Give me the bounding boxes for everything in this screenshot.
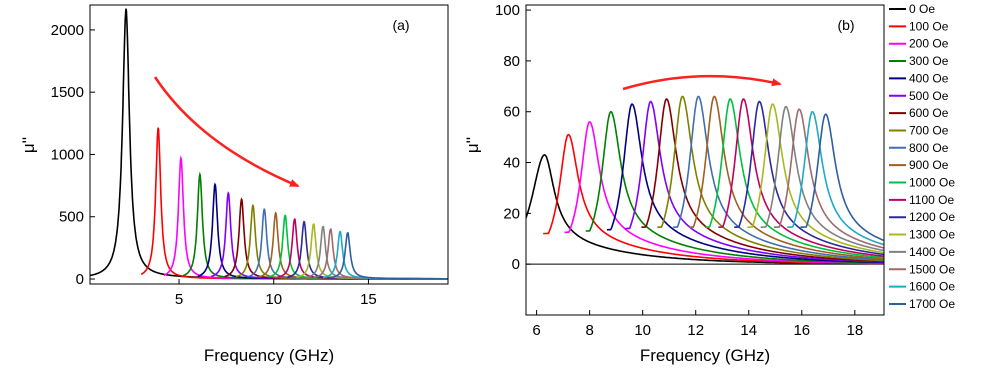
- x-axis-label-a: Frequency (GHz): [204, 346, 334, 365]
- legend-label: 1300 Oe: [909, 228, 955, 242]
- x-tick-label: 16: [793, 322, 810, 339]
- y-tick-label: 20: [503, 205, 520, 222]
- x-tick-label: 6: [532, 322, 540, 339]
- plot-frame-b: [525, 4, 885, 316]
- series-line-b-12: [734, 100, 884, 256]
- x-tick-label: 10: [265, 291, 282, 308]
- y-tick-label: 1500: [51, 84, 84, 101]
- x-tick-label: 18: [846, 322, 863, 339]
- trend-arrow-a: [153, 76, 300, 188]
- curves-a: [90, 8, 448, 280]
- legend: 0 Oe 100 Oe 200 Oe 300 Oe 400 Oe 500 Oe 600 Oe…: [889, 2, 955, 311]
- y-axis-label-a: μ'': [19, 137, 38, 153]
- series-line-b-15: [773, 108, 884, 249]
- legend-label: 100 Oe: [909, 19, 949, 33]
- legend-label: 1600 Oe: [909, 280, 955, 294]
- x-tick-label: 8: [585, 322, 593, 339]
- series-line-b-10: [704, 98, 884, 259]
- series-line-a-17: [330, 232, 448, 280]
- legend-label: 800 Oe: [909, 141, 949, 155]
- legend-label: 1700 Oe: [909, 297, 955, 311]
- panel-a: 5 10 15 0 500 1000 1500 2000 (a) Frequency (GHz…: [19, 4, 449, 365]
- y-axis-label-b: μ'': [463, 137, 482, 153]
- y-tick-label: 2000: [51, 22, 84, 39]
- y-tick-label: 0: [76, 271, 84, 288]
- y-tick-label: 0: [512, 256, 520, 273]
- legend-label: 400 Oe: [909, 71, 949, 85]
- y-tick-label: 1000: [51, 146, 84, 163]
- legend-label: 0 Oe: [909, 2, 935, 16]
- y-tick-label: 80: [503, 53, 520, 70]
- y-tick-label: 500: [59, 209, 84, 226]
- legend-label: 1000 Oe: [909, 176, 955, 190]
- panel-label-a: (a): [392, 17, 409, 33]
- series-line-b-14: [760, 105, 884, 252]
- x-tick-label: 5: [175, 291, 183, 308]
- legend-label: 300 Oe: [909, 54, 949, 68]
- series-line-b-6: [641, 98, 884, 263]
- series-line-b-4: [606, 103, 884, 264]
- legend-label: 200 Oe: [909, 37, 949, 51]
- y-tick-label: 40: [503, 155, 520, 172]
- legend-label: 1500 Oe: [909, 262, 955, 276]
- ticks-a: 5 10 15 0 500 1000 1500 2000: [51, 22, 377, 308]
- legend-label: 1100 Oe: [909, 193, 954, 207]
- legend-label: 1400 Oe: [909, 245, 955, 259]
- legend-label: 500 Oe: [909, 89, 949, 103]
- series-line-a-0: [90, 8, 448, 280]
- x-tick-label: 12: [687, 322, 704, 339]
- y-tick-label: 100: [495, 2, 520, 19]
- x-tick-label: 10: [634, 322, 651, 339]
- legend-label: 1200 Oe: [909, 210, 955, 224]
- legend-label: 600 Oe: [909, 106, 949, 120]
- legend-label: 700 Oe: [909, 123, 949, 137]
- series-line-b-8: [673, 95, 884, 261]
- plot-frame-a: [89, 4, 449, 285]
- series-line-b-11: [718, 98, 884, 257]
- trend-arrow-b: [622, 74, 782, 91]
- series-line-b-5: [625, 100, 884, 263]
- series-line-b-16: [787, 111, 884, 246]
- panel-label-b: (b): [837, 17, 854, 33]
- series-line-b-9: [688, 95, 884, 260]
- x-tick-label: 15: [360, 291, 377, 308]
- curves-b: [526, 95, 884, 265]
- x-tick-label: 14: [740, 322, 757, 339]
- series-line-b-13: [747, 103, 884, 254]
- x-axis-label-b: Frequency (GHz): [640, 346, 770, 365]
- series-line-b-3: [585, 111, 884, 264]
- series-line-a-13: [296, 223, 448, 280]
- series-line-a-16: [322, 230, 448, 280]
- series-line-b-17: [800, 113, 884, 242]
- ticks-b: 6 8 10 12 14 16 18 0 20 40 60 80 100: [495, 2, 863, 339]
- y-tick-label: 60: [503, 104, 520, 121]
- legend-label: 900 Oe: [909, 158, 949, 172]
- series-line-b-7: [657, 95, 884, 262]
- panel-b: 6 8 10 12 14 16 18 0 20 40 60 80 100 (b) Frequency (…: [463, 2, 885, 365]
